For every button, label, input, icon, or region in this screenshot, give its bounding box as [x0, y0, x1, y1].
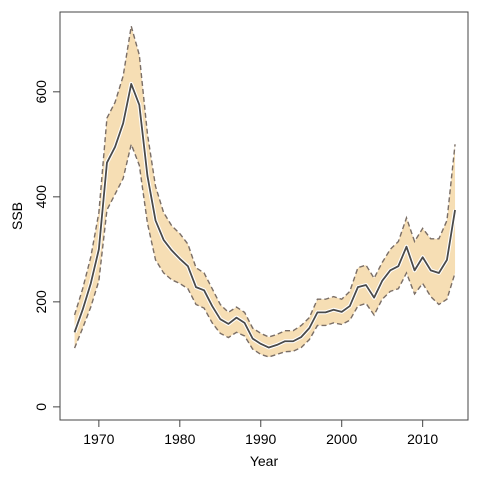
- y-axis-label: SSB: [9, 202, 25, 230]
- y-tick-label: 400: [33, 185, 49, 209]
- estimate-line: [73, 83, 456, 349]
- confidence-band: [74, 26, 456, 357]
- y-tick-label: 0: [33, 403, 49, 411]
- x-axis-label: Year: [250, 453, 279, 469]
- series-lines-layer: [72, 25, 458, 358]
- y-tick-label: 200: [33, 290, 49, 314]
- y-axis: 0 200 400 600: [33, 80, 61, 411]
- x-tick-label: 1970: [83, 431, 114, 447]
- upper-bound-line: [73, 25, 456, 338]
- confidence-band-layer: [74, 26, 456, 357]
- x-tick-label: 1990: [245, 431, 276, 447]
- lower-bound-line: [73, 141, 456, 358]
- x-axis: 1970 1980 1990 2000 2010: [83, 419, 438, 447]
- x-tick-label: 1980: [164, 431, 195, 447]
- plot-frame: [59, 11, 469, 421]
- x-tick-label: 2000: [326, 431, 357, 447]
- x-tick-label: 2010: [407, 431, 438, 447]
- y-tick-label: 600: [33, 80, 49, 104]
